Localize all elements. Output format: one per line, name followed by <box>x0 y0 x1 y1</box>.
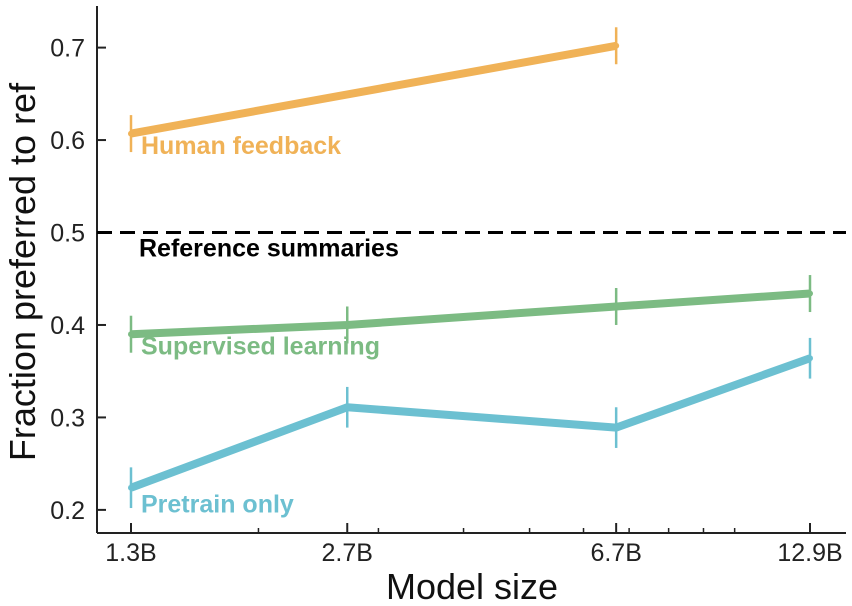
data-point <box>128 130 134 137</box>
series-line <box>130 289 811 339</box>
x-tick-label: 6.7B <box>590 539 641 567</box>
data-point <box>128 331 134 338</box>
data-point <box>128 484 134 491</box>
x-axis-title: Model size <box>386 566 558 606</box>
data-point <box>613 424 620 431</box>
y-tick-label: 0.2 <box>50 497 85 525</box>
series-group <box>128 27 813 509</box>
y-tick-label: 0.5 <box>50 220 85 248</box>
data-point <box>807 290 813 297</box>
data-point <box>613 303 620 310</box>
x-tick-label: 2.7B <box>322 539 373 567</box>
y-axis-title: Fraction preferred to ref <box>2 82 43 461</box>
series-label: Supervised learning <box>141 333 380 361</box>
x-tick-label: 12.9B <box>777 539 842 567</box>
axes <box>96 6 846 534</box>
y-tick-label: 0.7 <box>50 35 85 63</box>
y-tick-label: 0.4 <box>50 312 85 340</box>
series-label: Human feedback <box>141 132 341 160</box>
series-line <box>129 354 812 492</box>
data-point <box>613 42 620 49</box>
data-point <box>344 404 351 411</box>
x-tick-label: 1.3B <box>105 539 156 567</box>
series-labels: Reference summaries Human feedback Supervi… <box>139 132 399 519</box>
series-label: Pretrain only <box>141 491 294 519</box>
data-point <box>807 355 813 362</box>
series-line <box>130 41 617 138</box>
tick-labels: 0.2 0.3 0.4 0.5 0.6 0.7 1.3B 2.7B 6.7B 12.9B <box>50 35 842 567</box>
y-tick-label: 0.6 <box>50 127 85 155</box>
y-tick-label: 0.3 <box>50 404 85 432</box>
reference-line-label: Reference summaries <box>139 235 399 263</box>
data-point <box>344 321 351 328</box>
